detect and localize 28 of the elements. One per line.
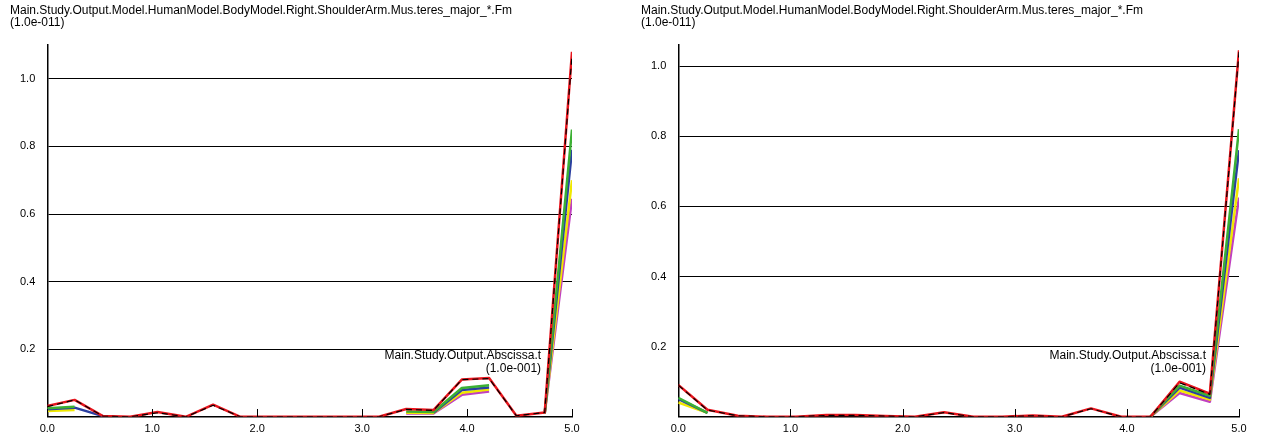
y-tick-label: 1.0 (650, 59, 667, 72)
y-tick-label: 0.2 (650, 339, 667, 352)
x-tick-label: 1.0 (782, 422, 799, 435)
x-tick-label: 2.0 (894, 422, 911, 435)
x-tick-label: 4.0 (459, 422, 475, 435)
y-tick-label: 0.8 (650, 129, 667, 142)
y-tick-label: 0.6 (650, 199, 667, 212)
y-tick-label: 0.8 (19, 139, 36, 152)
x-axis-title: Main.Study.Output.Abscissa.t (1.0e-001) (384, 348, 542, 376)
x-tick-label: 5.0 (564, 422, 580, 435)
y-tick-label: 0.4 (19, 274, 36, 287)
x-tick-label: 5.0 (1231, 422, 1247, 435)
chart-title: Main.Study.Output.Model.HumanModel.BodyModel.Right.ShoulderArm.Mus.teres_major_*.Fm (10, 3, 512, 17)
x-axis-title: Main.Study.Output.Abscissa.t (1.0e-001) (1049, 348, 1206, 376)
x-tick-label: 0.0 (670, 422, 686, 435)
chart-title: Main.Study.Output.Model.HumanModel.BodyModel.Right.ShoulderArm.Mus.teres_major_*.Fm (641, 3, 1143, 17)
x-tick-label: 4.0 (1119, 422, 1135, 435)
x-tick-label: 2.0 (249, 422, 265, 435)
x-tick-label: 3.0 (354, 422, 370, 435)
y-tick-label: 0.4 (650, 269, 667, 282)
x-tick-label: 3.0 (1007, 422, 1023, 435)
x-tick-label: 1.0 (144, 422, 160, 435)
x-tick-label: 0.0 (39, 422, 55, 435)
y-tick-label: 0.2 (19, 342, 36, 355)
y-tick-label: 0.6 (19, 207, 36, 220)
y-tick-label: 1.0 (19, 71, 36, 84)
y-axis-title: (1.0e-011) (10, 15, 65, 29)
y-axis-title: (1.0e-011) (641, 15, 696, 29)
